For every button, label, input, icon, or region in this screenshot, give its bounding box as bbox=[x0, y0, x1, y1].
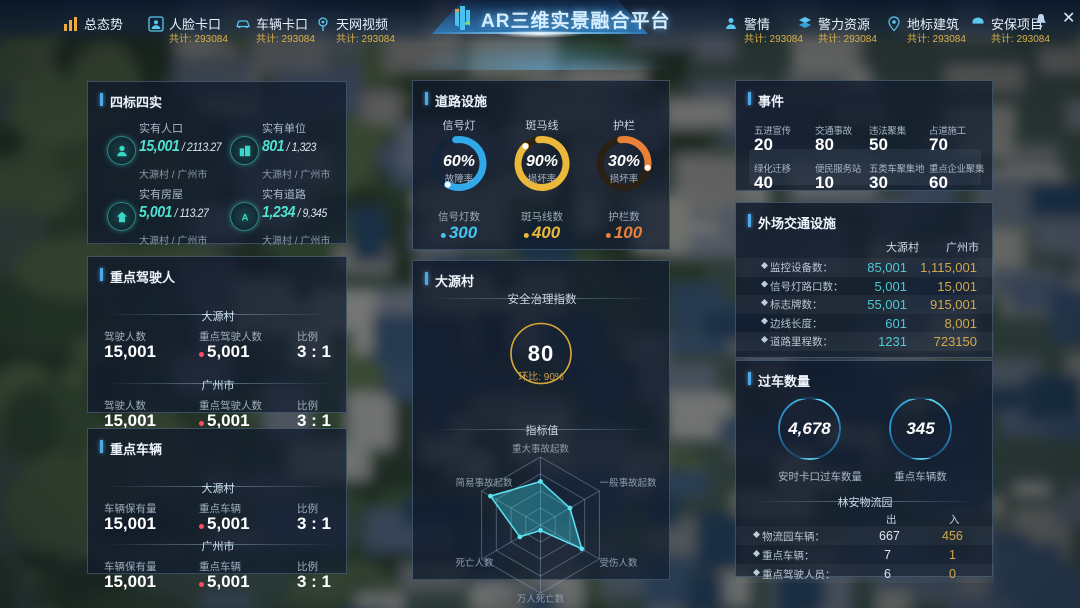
svg-text:A: A bbox=[241, 212, 248, 223]
